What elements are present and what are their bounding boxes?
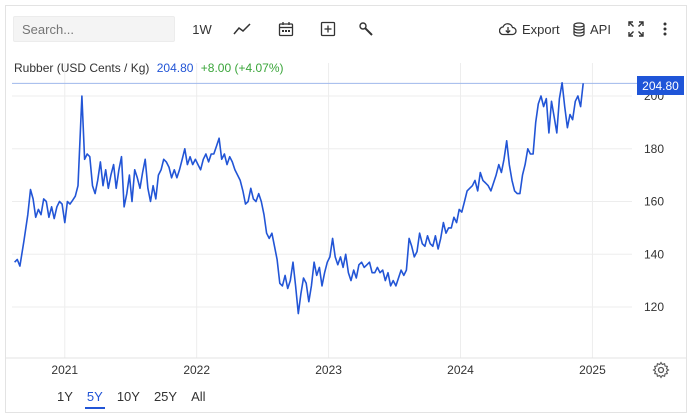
range-button-25y[interactable]: 25Y	[153, 389, 178, 404]
wrench-icon[interactable]	[355, 17, 377, 41]
api-label: API	[590, 21, 611, 37]
range-button-1y[interactable]: 1Y	[57, 389, 73, 404]
line-chart-icon[interactable]	[231, 17, 253, 41]
calendar-icon[interactable]	[275, 17, 297, 41]
fullscreen-icon[interactable]	[625, 17, 647, 41]
export-label: Export	[522, 21, 560, 37]
range-button-5y[interactable]: 5Y	[80, 385, 110, 409]
interval-label: 1W	[192, 21, 212, 37]
series-change: +8.00 (+4.07%)	[200, 61, 284, 75]
add-indicator-icon[interactable]	[317, 17, 339, 41]
search-input[interactable]	[13, 16, 175, 42]
toolbar: 1W Export API	[5, 5, 687, 51]
range-button-10y[interactable]: 10Y	[116, 389, 140, 404]
range-button-all[interactable]: All	[191, 389, 206, 404]
cloud-download-icon	[499, 23, 517, 36]
series-value: 204.80	[156, 61, 194, 75]
last-price-tag: 204.80	[637, 76, 684, 95]
more-vertical-icon[interactable]	[657, 17, 673, 41]
chart-legend: Rubber (USD Cents / Kg) 204.80 +8.00 (+4…	[14, 61, 284, 75]
database-icon	[573, 21, 585, 37]
interval-button[interactable]: 1W	[190, 17, 214, 41]
range-selector: 1Y 5Y 10Y 25Y All	[50, 385, 213, 409]
series-name: Rubber (USD Cents / Kg)	[14, 61, 150, 75]
chart-settings-gear-icon[interactable]	[652, 361, 670, 379]
api-button[interactable]: API	[573, 17, 611, 41]
export-button[interactable]: Export	[499, 17, 560, 41]
